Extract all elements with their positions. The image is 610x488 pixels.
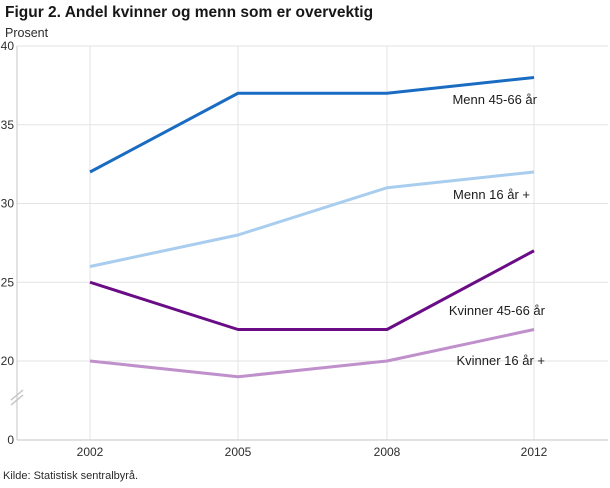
series-line-3 <box>89 328 535 379</box>
series-line-2 <box>89 249 535 331</box>
y-tick-label: 20 <box>1 354 15 368</box>
x-tick-label: 2008 <box>374 445 401 459</box>
y-tick-label: 30 <box>1 197 15 211</box>
series-label-3: Kvinner 16 år + <box>456 353 545 368</box>
source-citation: Kilde: Statistisk sentralbyrå. <box>3 470 139 482</box>
series-label-0: Menn 45-66 år <box>452 92 537 107</box>
chart-title: Figur 2. Andel kvinner og menn som er ov… <box>5 4 374 21</box>
y-tick-label: 35 <box>1 118 15 132</box>
x-tick-label: 2012 <box>521 445 548 459</box>
series-label-2: Kvinner 45-66 år <box>449 303 546 318</box>
y-tick-label: 25 <box>1 275 15 289</box>
axis-break-mark <box>10 389 24 401</box>
series-line-1 <box>89 170 535 268</box>
y-axis-unit-label: Prosent <box>5 26 49 40</box>
x-tick-label: 2005 <box>225 445 252 459</box>
y-tick-label: 0 <box>7 433 14 447</box>
y-tick-label: 40 <box>1 39 15 53</box>
x-tick-label: 2002 <box>77 445 104 459</box>
axis-break-mark <box>10 394 24 406</box>
series-line-0 <box>89 76 535 174</box>
series-label-1: Menn 16 år + <box>453 187 530 202</box>
